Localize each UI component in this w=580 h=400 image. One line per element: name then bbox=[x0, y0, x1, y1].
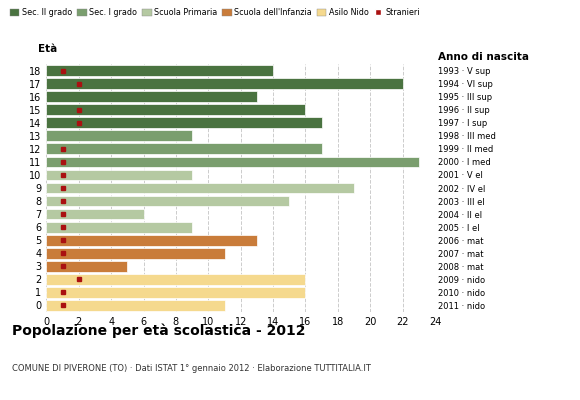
Bar bbox=[46, 65, 273, 76]
Bar bbox=[46, 183, 354, 193]
Bar bbox=[46, 287, 306, 298]
Text: Anno di nascita: Anno di nascita bbox=[438, 52, 529, 62]
Bar bbox=[46, 300, 224, 311]
Bar bbox=[46, 104, 306, 115]
Bar bbox=[46, 248, 224, 259]
Text: Popolazione per età scolastica - 2012: Popolazione per età scolastica - 2012 bbox=[12, 324, 305, 338]
Bar bbox=[46, 170, 192, 180]
Bar bbox=[46, 235, 257, 246]
Bar bbox=[46, 91, 257, 102]
Text: Età: Età bbox=[38, 44, 57, 54]
Bar bbox=[46, 130, 192, 141]
Bar bbox=[46, 196, 289, 206]
Bar bbox=[46, 209, 144, 220]
Bar bbox=[46, 274, 306, 285]
Legend: Sec. II grado, Sec. I grado, Scuola Primaria, Scuola dell'Infanzia, Asilo Nido, : Sec. II grado, Sec. I grado, Scuola Prim… bbox=[10, 8, 420, 17]
Bar bbox=[46, 261, 128, 272]
Bar bbox=[46, 144, 322, 154]
Bar bbox=[46, 117, 322, 128]
Bar bbox=[46, 222, 192, 232]
Bar bbox=[46, 78, 403, 89]
Bar bbox=[46, 156, 419, 167]
Text: COMUNE DI PIVERONE (TO) · Dati ISTAT 1° gennaio 2012 · Elaborazione TUTTITALIA.I: COMUNE DI PIVERONE (TO) · Dati ISTAT 1° … bbox=[12, 364, 371, 373]
